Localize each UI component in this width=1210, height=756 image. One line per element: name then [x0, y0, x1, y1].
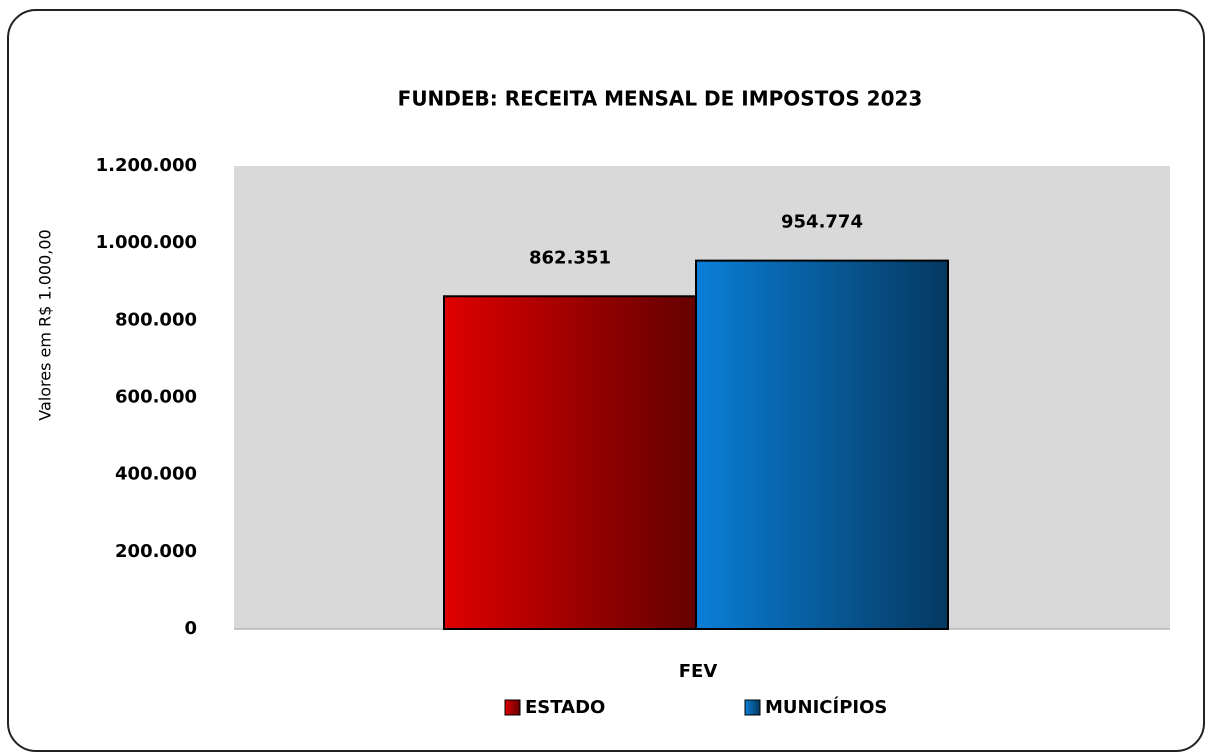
y-tick-label: 200.000	[115, 541, 197, 562]
y-tick-label: 400.000	[115, 464, 197, 485]
bar	[443, 295, 697, 630]
y-tick-label: 600.000	[115, 387, 197, 408]
data-label: 862.351	[529, 247, 611, 268]
legend-label: MUNICÍPIOS	[765, 696, 887, 718]
y-axis-label: Valores em R$ 1.000,00	[36, 229, 55, 420]
y-tick-label: 1.200.000	[96, 155, 197, 176]
x-tick-label: FEV	[679, 661, 718, 682]
legend-swatch	[744, 699, 761, 716]
legend-swatch	[504, 699, 521, 716]
bar	[695, 259, 949, 630]
legend-label: ESTADO	[525, 697, 605, 718]
data-label: 954.774	[781, 212, 863, 233]
chart-title: FUNDEB: RECEITA MENSAL DE IMPOSTOS 2023	[398, 87, 923, 111]
y-tick-label: 1.000.000	[96, 232, 197, 253]
y-tick-label: 800.000	[115, 309, 197, 330]
y-tick-label: 0	[184, 618, 197, 639]
